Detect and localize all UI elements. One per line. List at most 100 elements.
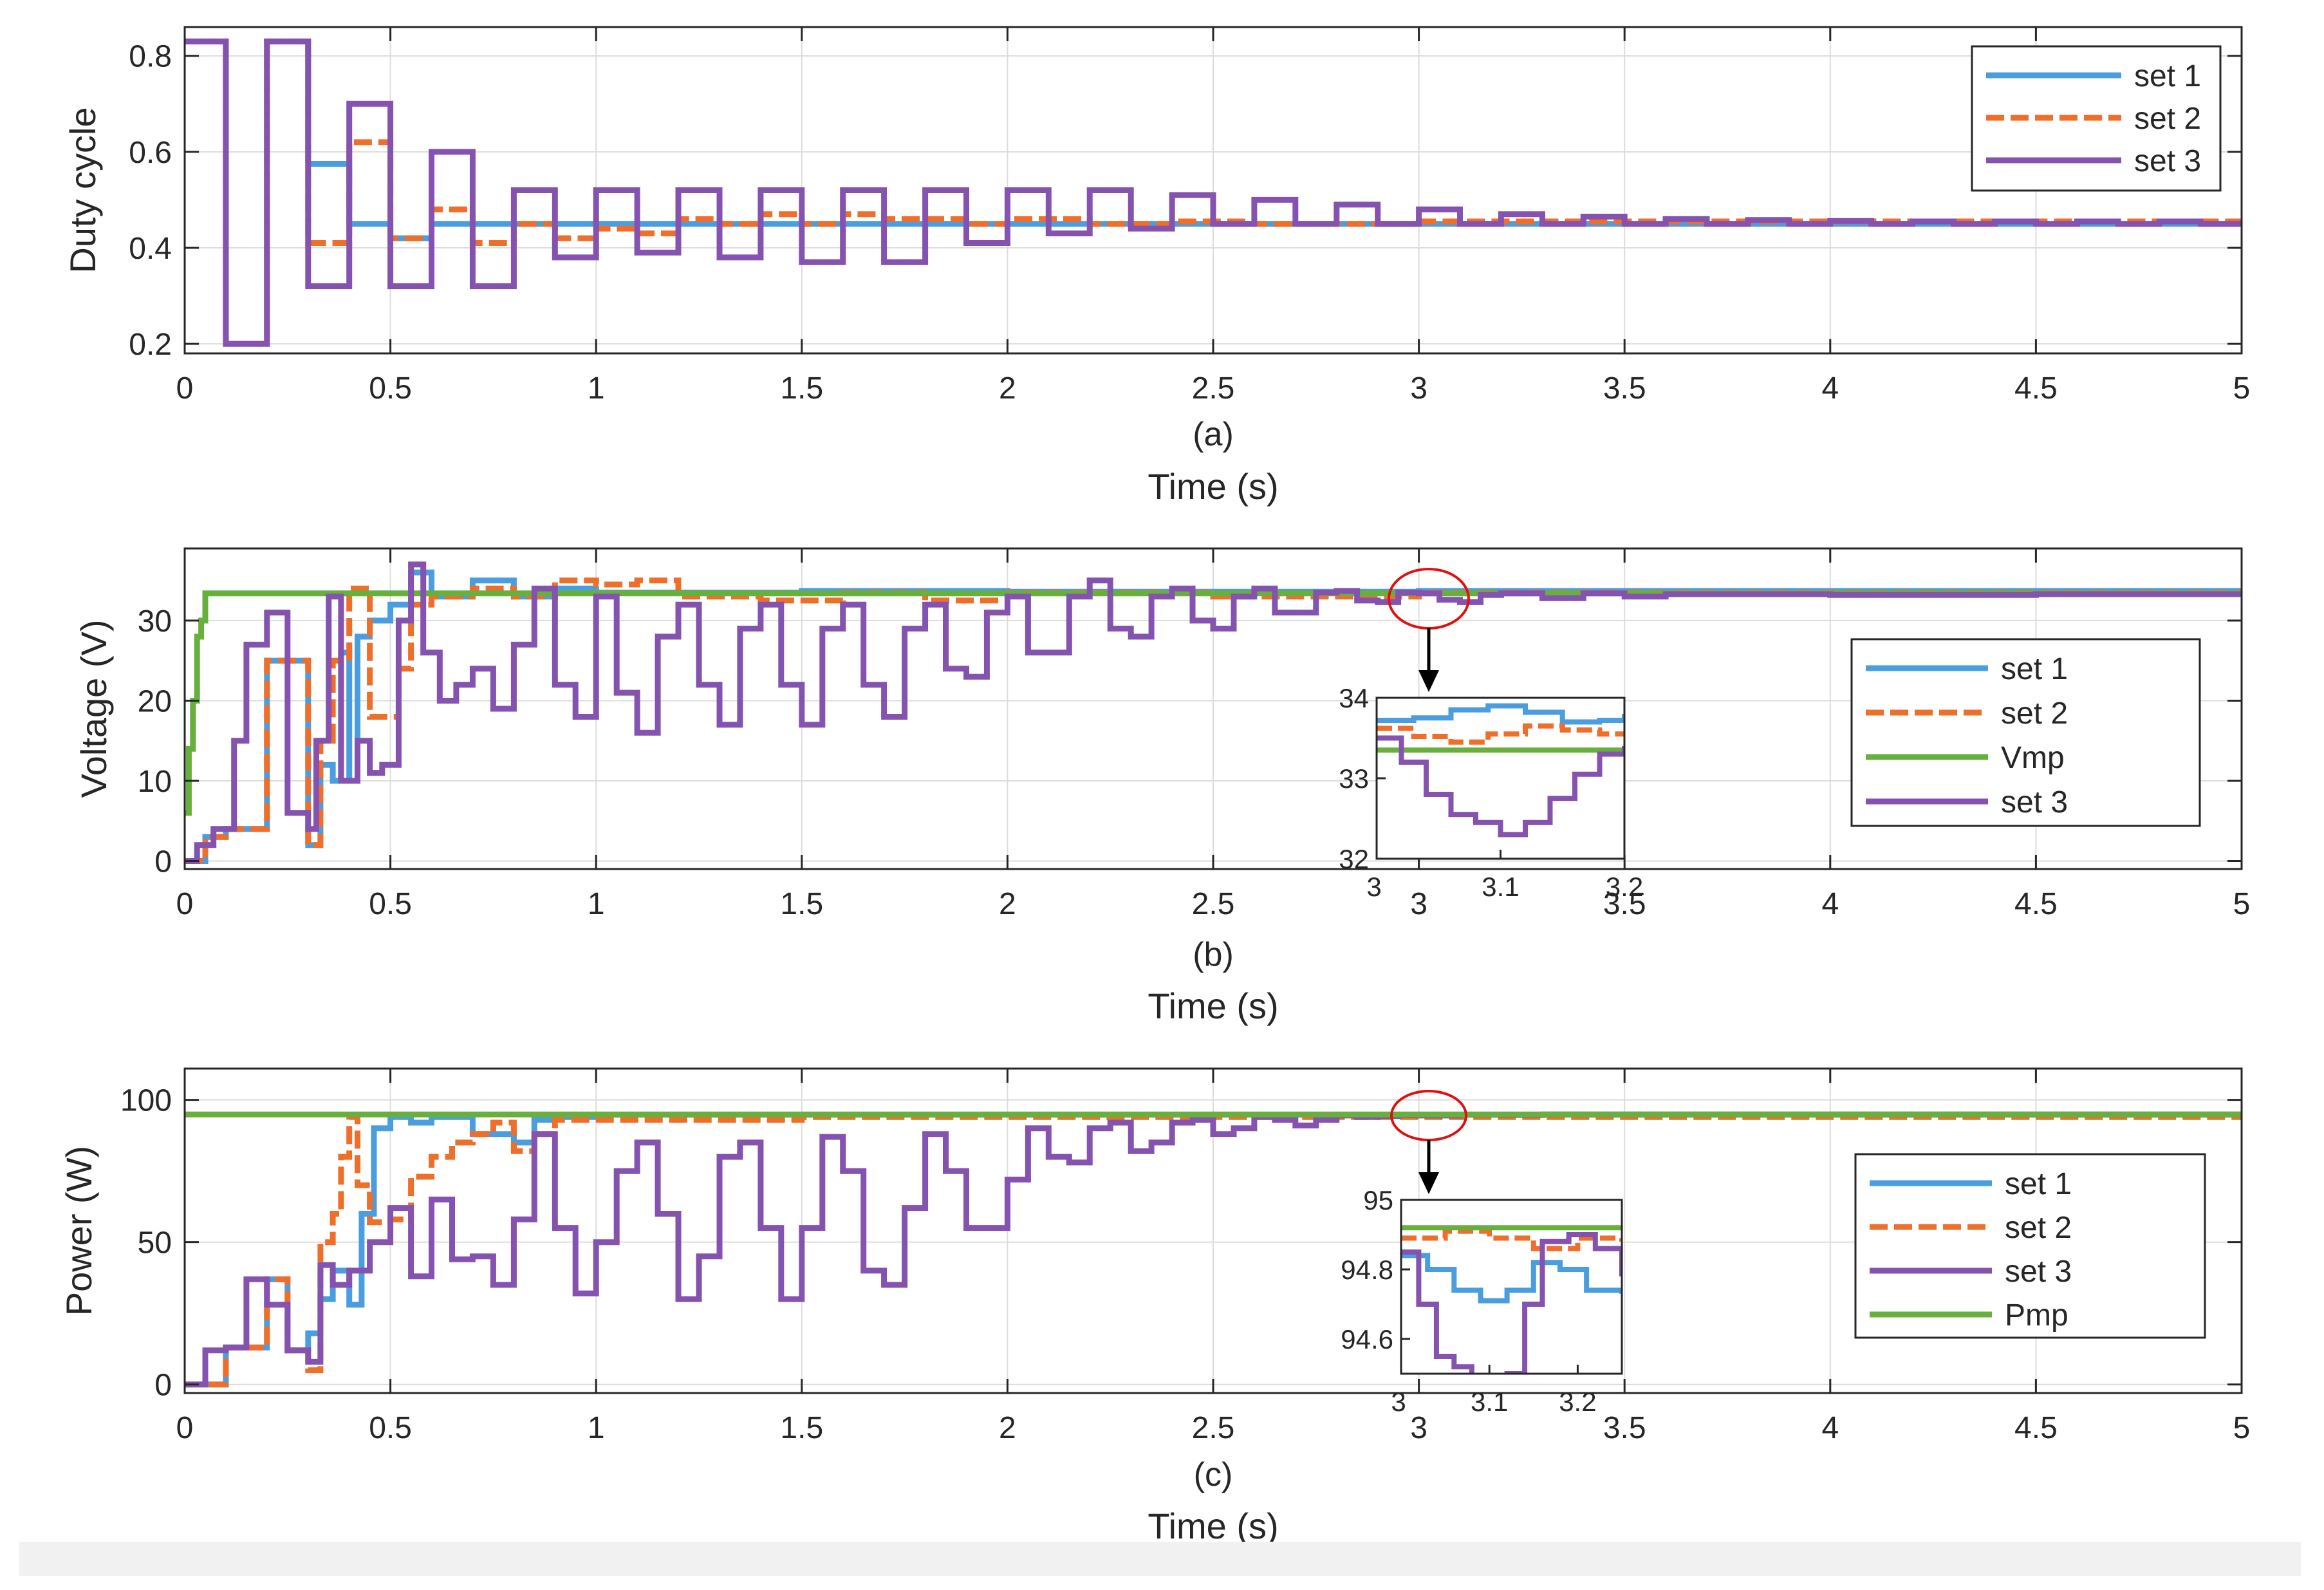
y-tick-label: 0.4 (129, 232, 172, 266)
y-tick-label: 0.6 (129, 136, 172, 170)
x-tick-label: 3 (1410, 1411, 1427, 1445)
inset-x-tick-label: 3 (1366, 872, 1381, 902)
legend-label: set 2 (2134, 102, 2201, 136)
inset-series-set-1 (1401, 1253, 1622, 1304)
inset-series-set-3 (1401, 1232, 1622, 1374)
legend-label: set 1 (2005, 1167, 2072, 1201)
y-axis-title: Voltage (V) (73, 619, 114, 798)
x-tick-label: 4 (1821, 1411, 1839, 1445)
x-tick-label: 3.5 (1603, 1411, 1646, 1445)
y-tick-label: 10 (138, 765, 172, 799)
chart-panel-1: 0 0.5 1 1.5 2 2.5 3 3.5 4 4.5 5 0.2 0.4 0.6 0.8 (a) Time… (62, 26, 2251, 507)
inset-x-tick-label: 3.2 (1559, 1387, 1596, 1417)
x-axis-title: Time (s) (1148, 1506, 1278, 1546)
series-group (185, 1111, 2242, 1388)
series-line-vmp (185, 590, 2242, 816)
chart-panel-2: 0 0.5 1 1.5 2 2.5 3 3.5 4 4.5 5 0 10 20 30 (b) Time (s) V… (73, 547, 2251, 1026)
series-group (185, 38, 2242, 347)
series-line-set-3 (185, 561, 2242, 864)
inset-zoom: 3 3.1 3.2 32 33 34 (1339, 683, 1643, 902)
x-tick-label: 2 (999, 1411, 1016, 1445)
series-line-set-3 (185, 38, 2242, 347)
panel-label: (c) (1194, 1456, 1233, 1493)
x-tick-label: 3.5 (1603, 371, 1646, 406)
x-tick-label: 5 (2233, 371, 2251, 406)
x-tick-label: 0.5 (369, 371, 412, 406)
x-tick-label: 2.5 (1192, 371, 1235, 406)
legend: set 1 set 2 Vmp set 3 (1850, 638, 2201, 827)
legend-label: set 1 (2134, 59, 2201, 93)
y-tick-label: 100 (120, 1084, 172, 1118)
inset-zoom: 3 3.1 3.2 94.6 94.8 95 (1341, 1185, 1623, 1417)
legend-label: set 3 (2005, 1255, 2072, 1289)
inset-y-tick-label: 32 (1339, 844, 1369, 874)
series-line-set-3 (185, 1111, 2242, 1388)
inset-series-set-3 (1377, 735, 1624, 837)
inset-y-tick-label: 94.8 (1341, 1255, 1393, 1285)
x-tick-label: 2.5 (1192, 887, 1235, 921)
inset-series-group (1377, 703, 1624, 837)
y-tick-label: 50 (138, 1226, 172, 1260)
zoom-arrow-head (1418, 1172, 1439, 1194)
inset-y-tick-label: 94.6 (1341, 1324, 1393, 1354)
x-tick-label: 4.5 (2014, 887, 2058, 921)
x-tick-label: 1.5 (780, 1411, 823, 1445)
panel-label: (b) (1193, 936, 1234, 973)
x-tick-label: 1 (588, 371, 605, 406)
x-tick-label: 3 (1410, 887, 1427, 921)
series-group (185, 561, 2242, 864)
legend-label: Pmp (2005, 1298, 2068, 1333)
x-tick-label: 1 (588, 1411, 605, 1445)
inset-series-set-2 (1401, 1228, 1622, 1251)
legend-label: Vmp (2001, 741, 2065, 775)
inset-y-tick-label: 33 (1339, 763, 1369, 794)
x-tick-label: 0 (176, 1411, 194, 1445)
y-tick-label: 20 (138, 685, 172, 719)
y-tick-label: 0 (154, 845, 172, 879)
y-axis-title: Power (W) (59, 1146, 99, 1316)
inset-x-tick-label: 3.1 (1482, 872, 1519, 902)
inset-y-tick-label: 34 (1339, 683, 1369, 713)
legend-label: set 3 (2001, 785, 2068, 819)
inset-series-set-1 (1377, 703, 1624, 725)
x-tick-label: 5 (2233, 1411, 2251, 1445)
x-tick-label: 4 (1821, 887, 1839, 921)
x-tick-label: 1 (588, 887, 605, 921)
x-tick-label: 5 (2233, 887, 2251, 921)
bottom-band (19, 1542, 2301, 1576)
panel-label: (a) (1193, 416, 1234, 453)
x-axis-title: Time (s) (1148, 986, 1278, 1026)
x-axis-title: Time (s) (1148, 466, 1278, 507)
inset-x-tick-label: 3 (1391, 1387, 1406, 1417)
x-tick-label: 0 (176, 887, 194, 921)
inset-series-set-2 (1377, 723, 1624, 745)
inset-y-tick-label: 95 (1363, 1185, 1393, 1215)
x-tick-label: 4.5 (2014, 1411, 2058, 1445)
y-tick-label: 30 (138, 604, 172, 639)
legend: set 1 set 2 set 3 (1971, 45, 2222, 192)
inset-series-group (1401, 1225, 1622, 1374)
legend: set 1 set 2 set 3 Pmp (1854, 1153, 2206, 1339)
x-tick-label: 1.5 (780, 371, 823, 406)
x-tick-label: 0.5 (369, 1411, 412, 1445)
y-tick-label: 0.8 (129, 40, 172, 74)
x-tick-label: 3 (1410, 371, 1427, 406)
x-tick-label: 4.5 (2014, 371, 2058, 406)
legend-label: set 1 (2001, 652, 2068, 686)
zoom-arrow-head (1418, 670, 1439, 692)
x-tick-label: 4 (1821, 371, 1839, 406)
y-tick-label: 0 (154, 1369, 172, 1403)
x-tick-label: 2 (999, 887, 1016, 921)
x-tick-label: 0.5 (369, 887, 412, 921)
inset-x-tick-label: 3.2 (1606, 872, 1643, 902)
y-axis-title: Duty cycle (62, 107, 103, 273)
x-tick-label: 2 (999, 371, 1016, 406)
legend-label: set 3 (2134, 144, 2201, 178)
x-tick-label: 1.5 (780, 887, 823, 921)
x-tick-label: 0 (176, 371, 194, 406)
y-tick-label: 0.2 (129, 328, 172, 362)
legend-label: set 2 (2001, 697, 2068, 731)
x-tick-label: 3.5 (1603, 887, 1646, 921)
